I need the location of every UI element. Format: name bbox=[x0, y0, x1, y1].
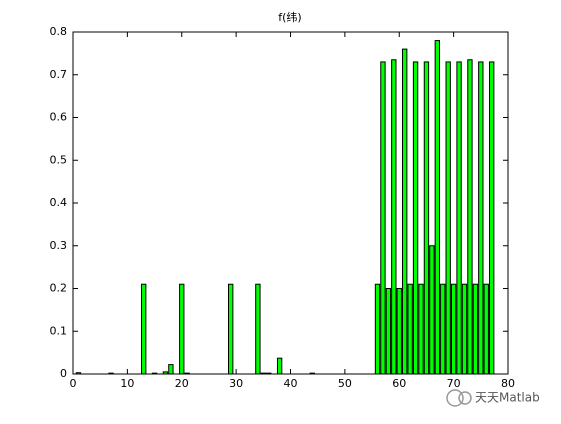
bar bbox=[228, 283, 234, 375]
x-tick-label: 80 bbox=[501, 377, 515, 390]
bar bbox=[467, 59, 473, 375]
y-tick-label: 0.7 bbox=[50, 68, 68, 81]
y-tick-label: 0.5 bbox=[50, 153, 68, 166]
bar bbox=[483, 283, 489, 375]
bar bbox=[168, 364, 174, 375]
bar bbox=[162, 371, 169, 375]
y-tick-label: 0.3 bbox=[50, 239, 68, 252]
bar bbox=[385, 288, 392, 375]
bar bbox=[445, 61, 451, 375]
bar bbox=[450, 283, 457, 375]
bar bbox=[434, 40, 440, 375]
x-tick-label: 70 bbox=[447, 377, 461, 390]
bar bbox=[179, 283, 185, 375]
watermark: 天天Matlab bbox=[475, 391, 540, 405]
x-tick-label: 0 bbox=[70, 377, 77, 390]
x-tick-label: 40 bbox=[284, 377, 298, 390]
bar bbox=[374, 283, 381, 375]
x-tick-label: 60 bbox=[392, 377, 406, 390]
y-tick-label: 0.4 bbox=[50, 196, 68, 209]
x-tick-label: 20 bbox=[175, 377, 189, 390]
bar bbox=[429, 245, 435, 375]
bar bbox=[266, 372, 272, 375]
y-tick-label: 0.1 bbox=[50, 324, 68, 337]
x-tick-label: 10 bbox=[120, 377, 134, 390]
bar bbox=[380, 61, 386, 375]
bar bbox=[407, 283, 413, 375]
chart-title: f(纬) bbox=[278, 11, 301, 24]
bar bbox=[396, 288, 402, 375]
bar bbox=[418, 283, 424, 375]
bar bbox=[108, 372, 114, 375]
y-tick-label: 0 bbox=[60, 367, 67, 380]
x-tick-label: 30 bbox=[229, 377, 243, 390]
bar bbox=[423, 61, 430, 375]
bar bbox=[402, 48, 408, 375]
bar bbox=[276, 357, 283, 375]
bar bbox=[75, 372, 82, 375]
bar bbox=[141, 283, 147, 375]
y-tick-label: 0.2 bbox=[50, 282, 68, 295]
bar bbox=[309, 372, 315, 375]
bar bbox=[489, 61, 495, 375]
bar bbox=[151, 372, 158, 375]
y-tick-label: 0.8 bbox=[50, 25, 68, 38]
bar bbox=[391, 59, 397, 375]
x-tick-label: 50 bbox=[338, 377, 352, 390]
bar bbox=[472, 283, 479, 375]
bar bbox=[478, 61, 484, 375]
watermark-icon bbox=[446, 389, 472, 407]
bar bbox=[255, 283, 261, 375]
bar bbox=[456, 61, 462, 375]
y-tick-label: 0.6 bbox=[50, 111, 68, 124]
bar bbox=[184, 372, 190, 375]
bar bbox=[260, 372, 266, 375]
bar bbox=[412, 61, 419, 375]
bar bbox=[461, 283, 468, 375]
bar bbox=[440, 283, 446, 375]
